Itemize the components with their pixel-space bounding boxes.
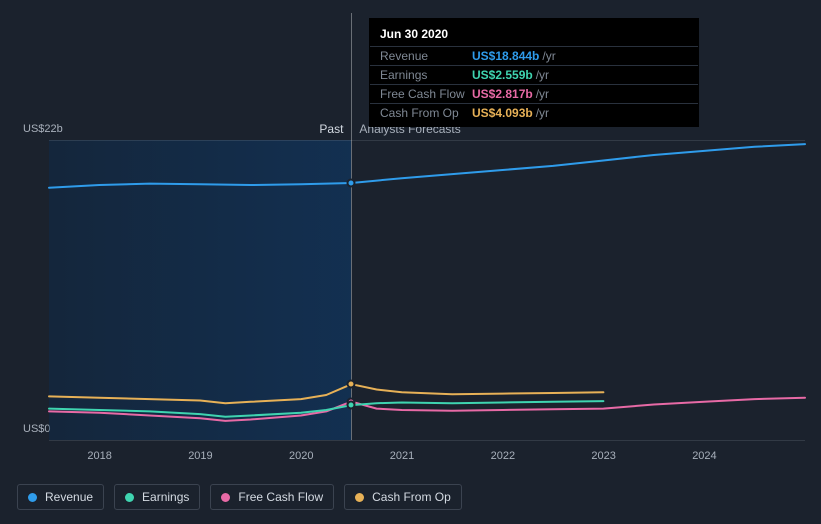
tooltip-row-label: Free Cash Flow (380, 87, 472, 101)
tooltip-row: EarningsUS$2.559b/yr (370, 65, 698, 84)
tooltip-row: Free Cash FlowUS$2.817b/yr (370, 84, 698, 103)
xaxis-tick: 2018 (87, 450, 111, 462)
tooltip: Jun 30 2020 RevenueUS$18.844b/yrEarnings… (369, 18, 699, 127)
chart-container: US$22b US$0 Past Analysts Forecasts 2018… (17, 0, 805, 524)
section-label-past: Past (319, 122, 343, 136)
legend: Revenue Earnings Free Cash Flow Cash From O… (17, 484, 462, 510)
legend-dot-icon (28, 493, 37, 502)
xaxis-tick: 2023 (591, 450, 615, 462)
tooltip-row: RevenueUS$18.844b/yr (370, 46, 698, 65)
tooltip-title: Jun 30 2020 (370, 27, 698, 46)
legend-label: Cash From Op (372, 490, 451, 504)
tooltip-row-value: US$2.817b (472, 87, 533, 101)
tooltip-row-value: US$4.093b (472, 106, 533, 120)
tooltip-row-unit: /yr (536, 68, 549, 82)
tooltip-row-value: US$2.559b (472, 68, 533, 82)
legend-dot-icon (221, 493, 230, 502)
legend-label: Revenue (45, 490, 93, 504)
tooltip-row-unit: /yr (536, 106, 549, 120)
series-lines (49, 140, 805, 440)
legend-label: Earnings (142, 490, 189, 504)
cursor-marker (347, 179, 356, 188)
xaxis-tick: 2020 (289, 450, 313, 462)
tooltip-row-unit: /yr (542, 49, 555, 63)
legend-item-earnings[interactable]: Earnings (114, 484, 200, 510)
yaxis-tick-bottom: US$0 (23, 423, 51, 435)
tooltip-row-unit: /yr (536, 87, 549, 101)
tooltip-row-label: Cash From Op (380, 106, 472, 120)
legend-item-revenue[interactable]: Revenue (17, 484, 104, 510)
legend-item-free-cash-flow[interactable]: Free Cash Flow (210, 484, 334, 510)
tooltip-row-label: Revenue (380, 49, 472, 63)
xaxis-tick: 2024 (692, 450, 716, 462)
legend-item-cash-from-op[interactable]: Cash From Op (344, 484, 462, 510)
legend-dot-icon (125, 493, 134, 502)
plot-area[interactable]: Past Analysts Forecasts (49, 140, 805, 440)
tooltip-row-label: Earnings (380, 68, 472, 82)
legend-label: Free Cash Flow (238, 490, 323, 504)
xaxis-tick: 2019 (188, 450, 212, 462)
cursor-marker (347, 380, 356, 389)
xaxis-tick: 2021 (390, 450, 414, 462)
xaxis-tick: 2022 (491, 450, 515, 462)
yaxis-tick-top: US$22b (23, 123, 63, 135)
tooltip-row: Cash From OpUS$4.093b/yr (370, 103, 698, 122)
gridline (49, 440, 805, 441)
cursor-marker (347, 401, 356, 410)
tooltip-row-value: US$18.844b (472, 49, 539, 63)
legend-dot-icon (355, 493, 364, 502)
